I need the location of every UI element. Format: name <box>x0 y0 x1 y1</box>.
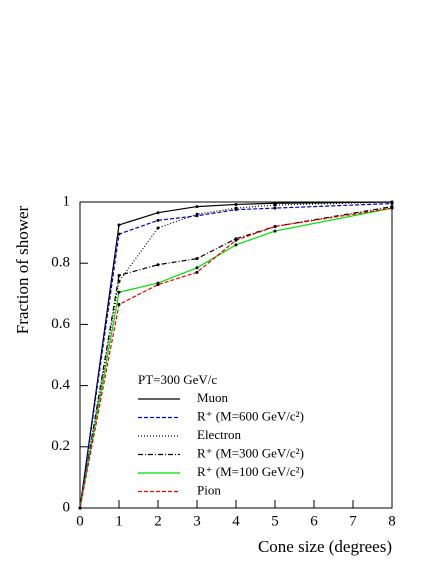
data-point <box>195 205 199 209</box>
y-axis-label: Fraction of shower <box>13 205 32 334</box>
data-point <box>234 238 238 242</box>
data-point <box>195 257 199 261</box>
data-point <box>195 266 199 270</box>
y-tick-label: 0.6 <box>51 316 70 332</box>
data-point <box>234 202 238 206</box>
data-point <box>78 506 82 510</box>
data-point <box>273 203 277 207</box>
y-tick-label: 0.2 <box>51 438 70 454</box>
series-line <box>79 202 393 509</box>
data-point <box>273 229 277 233</box>
x-tick-label: 5 <box>271 513 279 529</box>
x-axis-label: Cone size (degrees) <box>258 537 392 556</box>
x-tick-label: 4 <box>232 513 240 529</box>
plot-frame <box>79 201 393 509</box>
legend-label: Muon <box>197 390 229 405</box>
data-point <box>234 206 238 210</box>
y-tick-label: 0.8 <box>51 255 70 271</box>
y-tick-label: 1 <box>63 193 71 209</box>
x-tick-label: 7 <box>349 513 357 529</box>
data-point <box>195 270 199 274</box>
data-point <box>273 224 277 228</box>
data-point <box>156 218 160 222</box>
series-line <box>79 205 393 509</box>
x-tick-label: 6 <box>310 513 318 529</box>
legend-label: R⁺ (M=600 GeV/c²) <box>197 408 304 423</box>
data-point <box>117 303 121 307</box>
x-tick-label: 8 <box>388 513 396 529</box>
y-tick-label: 0.4 <box>51 377 70 393</box>
x-tick-label: 3 <box>193 513 201 529</box>
data-point <box>156 211 160 215</box>
data-point <box>390 200 394 204</box>
data-point <box>117 232 121 236</box>
data-point <box>156 226 160 230</box>
x-tick-label: 2 <box>154 513 162 529</box>
legend-title: PT=300 GeV/c <box>138 372 217 387</box>
data-point <box>195 212 199 216</box>
data-point <box>390 206 394 210</box>
legend-label: Electron <box>197 427 242 442</box>
data-point <box>234 243 238 247</box>
x-tick-label: 0 <box>76 513 84 529</box>
legend-label: R⁺ (M=300 GeV/c²) <box>197 445 304 460</box>
series-line <box>79 201 393 509</box>
y-tick-label: 0 <box>63 499 71 515</box>
data-point <box>117 273 121 277</box>
x-tick-label: 1 <box>115 513 123 529</box>
legend-label: Pion <box>197 482 221 497</box>
data-point <box>156 283 160 287</box>
data-point <box>273 206 277 210</box>
series-line <box>79 201 393 509</box>
legend-label: R⁺ (M=100 GeV/c²) <box>197 464 304 479</box>
data-point <box>117 223 121 227</box>
data-point <box>117 290 121 294</box>
data-point <box>156 263 160 267</box>
